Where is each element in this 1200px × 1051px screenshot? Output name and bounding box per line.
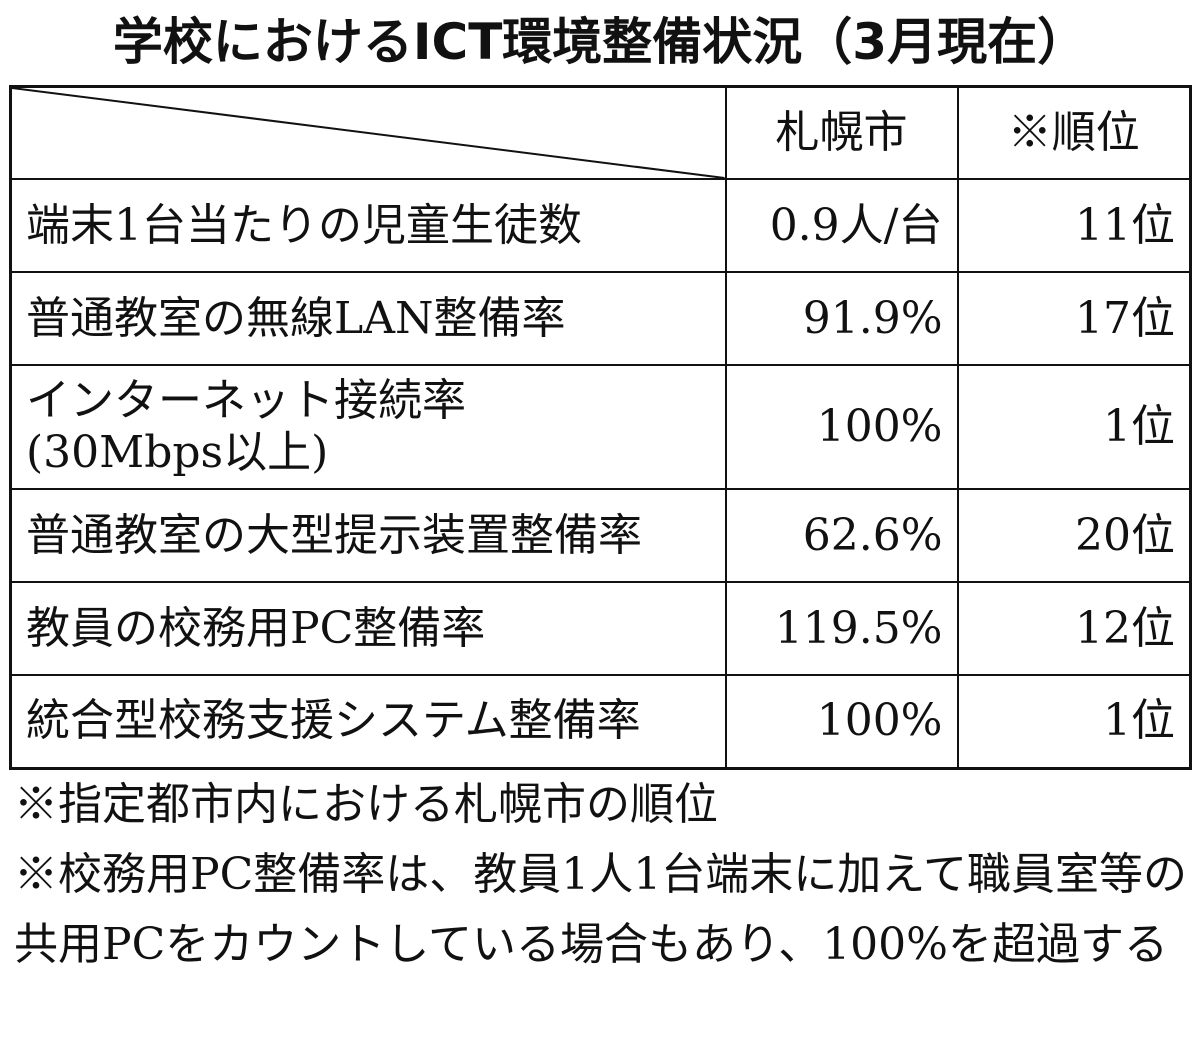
footnotes: ※指定都市内における札幌市の順位 ※校務用PC整備率は、教員1人1台端末に加えて… (14, 770, 1190, 980)
rank-value: 17位 (956, 271, 1192, 366)
sapporo-value: 62.6% (724, 488, 959, 583)
sapporo-value: 100% (724, 364, 959, 490)
table-row: インターネット接続率 (30Mbps以上) 100% 1位 (9, 364, 1192, 490)
rank-value: 11位 (956, 178, 1192, 273)
corner-cell (9, 85, 727, 180)
footnote-ranking: ※指定都市内における札幌市の順位 (14, 779, 718, 830)
row-label: 普通教室の大型提示装置整備率 (9, 488, 727, 583)
diagonal-divider (12, 88, 725, 178)
column-header-rank: ※順位 (956, 85, 1192, 180)
row-label: 統合型校務支援システム整備率 (9, 674, 727, 769)
header-row: 札幌市 ※順位 (9, 85, 1192, 180)
ict-status-table: 札幌市 ※順位 端末1台当たりの児童生徒数 0.9人/台 11位 普通教室の無線… (9, 85, 1192, 770)
sapporo-value: 100% (724, 674, 959, 769)
column-header-sapporo: 札幌市 (724, 85, 959, 180)
row-label: 普通教室の無線LAN整備率 (9, 271, 727, 366)
rank-value: 1位 (956, 364, 1192, 490)
rank-value: 20位 (956, 488, 1192, 583)
row-label-cell: インターネット接続率 (30Mbps以上) (9, 364, 727, 490)
table-row: 普通教室の無線LAN整備率 91.9% 17位 (9, 271, 1192, 366)
rank-value: 12位 (956, 581, 1192, 676)
row-label-sub: (30Mbps以上) (26, 427, 329, 478)
sapporo-value: 119.5% (724, 581, 959, 676)
sapporo-value: 0.9人/台 (724, 178, 959, 273)
table-row: 統合型校務支援システム整備率 100% 1位 (9, 674, 1192, 769)
footnote-pc-rate: ※校務用PC整備率は、教員1人1台端末に加えて職員室等の共用PCをカウントしてい… (14, 849, 1188, 970)
sapporo-value: 91.9% (724, 271, 959, 366)
table-row: 普通教室の大型提示装置整備率 62.6% 20位 (9, 488, 1192, 583)
rank-value: 1位 (956, 674, 1192, 769)
table-row: 端末1台当たりの児童生徒数 0.9人/台 11位 (9, 178, 1192, 273)
row-label: インターネット接続率 (26, 375, 466, 426)
row-label: 教員の校務用PC整備率 (9, 581, 727, 676)
page-title: 学校におけるICT環境整備状況（3月現在） (112, 13, 1088, 71)
table-row: 教員の校務用PC整備率 119.5% 12位 (9, 581, 1192, 676)
row-label: 端末1台当たりの児童生徒数 (9, 178, 727, 273)
